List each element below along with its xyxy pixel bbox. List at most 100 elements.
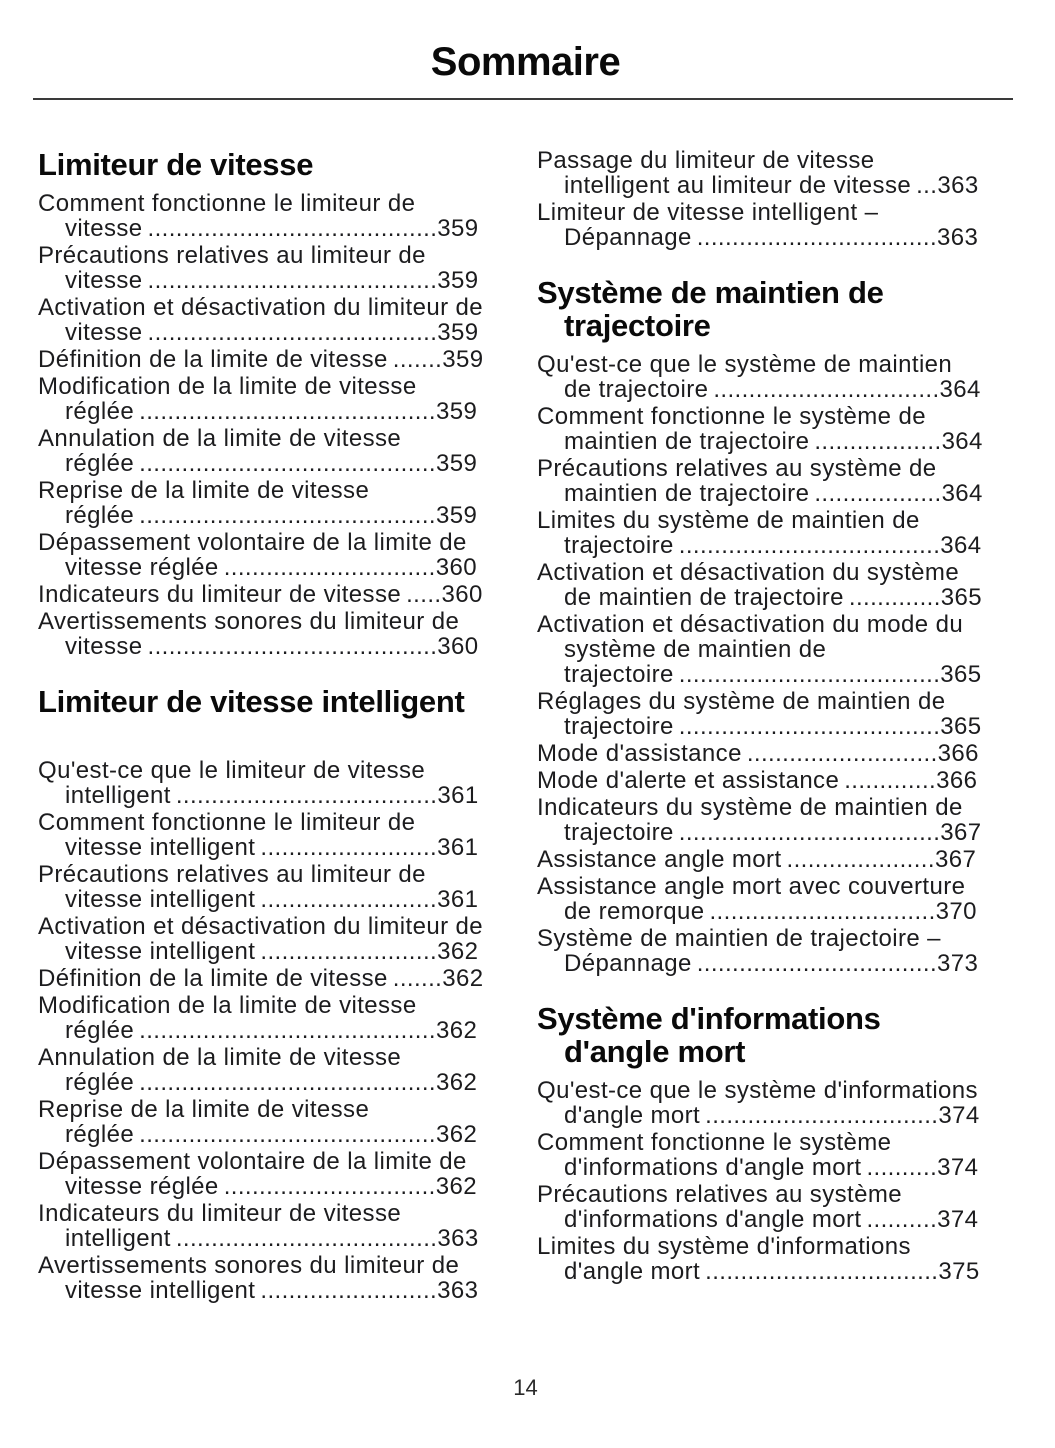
- entry-title: Dépassement volontaire de la limite de v…: [38, 529, 467, 581]
- dot-leader: ..............................: [223, 1173, 436, 1200]
- entry-title: Assistance angle mort: [537, 846, 782, 873]
- toc-entry[interactable]: Assistance angle mort...................…: [537, 847, 983, 872]
- entry-title: Système de maintien de trajectoire – Dép…: [537, 925, 941, 977]
- toc-entry[interactable]: Avertissements sonores du limiteur de vi…: [38, 609, 484, 659]
- entry-page-number: 365: [940, 713, 982, 740]
- entry-page-number: 361: [437, 782, 479, 809]
- toc-entry[interactable]: Précautions relatives au limiteur de vit…: [38, 243, 484, 293]
- dot-leader: ........................................…: [139, 502, 436, 529]
- toc-entry[interactable]: Limites du système de maintien de trajec…: [537, 508, 983, 558]
- entry-page-number: 362: [435, 1069, 478, 1096]
- entry-page-number: 360: [441, 581, 483, 608]
- entry-page-number: 362: [442, 965, 484, 992]
- entry-title: Qu'est-ce que le limiteur de vitesse int…: [38, 757, 426, 809]
- toc-entry[interactable]: Activation et désactivation du système d…: [537, 560, 983, 610]
- entry-page-number: 366: [936, 767, 978, 794]
- entry-page-number: 360: [437, 633, 479, 660]
- toc-entry[interactable]: Qu'est-ce que le système d'informations …: [537, 1078, 983, 1128]
- entry-title: Indicateurs du limiteur de vitesse: [38, 581, 402, 608]
- entry-page-number: 362: [435, 1017, 478, 1044]
- entry-title: Activation et désactivation du limiteur …: [38, 294, 484, 346]
- toc-entry[interactable]: Qu'est-ce que le système de maintien de …: [537, 352, 983, 402]
- entry-page-number: 364: [940, 532, 982, 559]
- toc-entry[interactable]: Précautions relatives au limiteur de vit…: [38, 862, 484, 912]
- toc-entry[interactable]: Dépassement volontaire de la limite de v…: [38, 530, 484, 580]
- dot-leader: .........................: [260, 938, 438, 965]
- toc-section: Système de maintien de trajectoire Qu'est…: [537, 276, 983, 976]
- entry-page-number: 374: [937, 1206, 979, 1233]
- entry-page-number: 363: [937, 172, 979, 199]
- entry-page-number: 374: [938, 1102, 980, 1129]
- toc-entry[interactable]: Mode d'assistance.......................…: [537, 741, 983, 766]
- section-heading: Limiteur de vitesse: [38, 147, 314, 182]
- toc-entry[interactable]: Limites du système d'informations d'angl…: [537, 1234, 983, 1284]
- dot-leader: .........................: [260, 1277, 438, 1304]
- entry-title: Avertissements sonores du limiteur de vi…: [38, 1252, 460, 1304]
- entry-title: Reprise de la limite de vitesse réglée: [38, 1096, 370, 1148]
- toc-entry[interactable]: Système de maintien de trajectoire – Dép…: [537, 926, 983, 976]
- toc-section: Passage du limiteur de vitesse intellige…: [537, 148, 983, 250]
- dot-leader: .....................................: [678, 532, 941, 559]
- entry-title: Précautions relatives au système de main…: [537, 455, 937, 507]
- toc-entry[interactable]: Annulation de la limite de vitesse réglé…: [38, 1045, 484, 1095]
- entry-title: Définition de la limite de vitesse: [38, 346, 388, 373]
- entry-title: Indicateurs du limiteur de vitesse intel…: [38, 1200, 402, 1252]
- dot-leader: .........................: [260, 834, 438, 861]
- toc-entry[interactable]: Limiteur de vitesse intelligent – Dépann…: [537, 200, 983, 250]
- entry-page-number: 374: [937, 1154, 979, 1181]
- toc-entry[interactable]: Comment fonctionne le système d'informat…: [537, 1130, 983, 1180]
- toc-entry[interactable]: Précautions relatives au système de main…: [537, 456, 983, 506]
- toc-entry[interactable]: Annulation de la limite de vitesse réglé…: [38, 426, 484, 476]
- toc-section: Système d'informations d'angle mort Qu'es…: [537, 1002, 983, 1284]
- toc-entry[interactable]: Indicateurs du limiteur de vitesse intel…: [38, 1201, 484, 1251]
- toc-entry[interactable]: Assistance angle mort avec couverture de…: [537, 874, 983, 924]
- dot-leader: ...: [916, 172, 938, 199]
- entry-title: Précautions relatives au système d'infor…: [537, 1181, 902, 1233]
- toc-entry[interactable]: Modification de la limite de vitesse rég…: [38, 993, 484, 1043]
- toc-entry[interactable]: Activation et désactivation du limiteur …: [38, 914, 484, 964]
- toc-entry[interactable]: Activation et désactivation du mode du s…: [537, 612, 983, 687]
- toc-entry[interactable]: Comment fonctionne le limiteur de vitess…: [38, 810, 484, 860]
- toc-entry[interactable]: Comment fonctionne le système de maintie…: [537, 404, 983, 454]
- toc-entry[interactable]: Réglages du système de maintien de traje…: [537, 689, 983, 739]
- entry-page-number: 359: [435, 450, 478, 477]
- title-divider: [33, 98, 1013, 100]
- toc-entry[interactable]: Modification de la limite de vitesse rég…: [38, 374, 484, 424]
- toc-section: Limiteur de vitesse Comment fonctionne le…: [38, 148, 484, 659]
- entry-page-number: 370: [935, 898, 977, 925]
- toc-entry[interactable]: Avertissements sonores du limiteur de vi…: [38, 1253, 484, 1303]
- entry-title: Reprise de la limite de vitesse réglée: [38, 477, 370, 529]
- toc-entry[interactable]: Passage du limiteur de vitesse intellige…: [537, 148, 983, 198]
- toc-entry[interactable]: Définition de la limite de vitesse......…: [38, 966, 484, 991]
- entry-page-number: 375: [938, 1258, 980, 1285]
- toc-entry[interactable]: Indicateurs du système de maintien de tr…: [537, 795, 983, 845]
- entry-title: Définition de la limite de vitesse: [38, 965, 388, 992]
- toc-entry[interactable]: Comment fonctionne le limiteur de vitess…: [38, 191, 484, 241]
- dot-leader: .................................: [705, 1258, 939, 1285]
- entry-title: Comment fonctionne le système de maintie…: [537, 403, 926, 455]
- dot-leader: .............: [848, 584, 941, 611]
- entry-title: Activation et désactivation du limiteur …: [38, 913, 484, 965]
- entry-page-number: 364: [941, 480, 983, 507]
- page-number: 14: [513, 1375, 538, 1400]
- dot-leader: ........................................…: [139, 450, 436, 477]
- dot-leader: ..................................: [696, 224, 938, 251]
- toc-entry[interactable]: Précautions relatives au système d'infor…: [537, 1182, 983, 1232]
- column-left: Limiteur de vitesse Comment fonctionne le…: [38, 148, 484, 1305]
- toc-entry[interactable]: Dépassement volontaire de la limite de v…: [38, 1149, 484, 1199]
- dot-leader: .......: [392, 346, 443, 373]
- dot-leader: ..................: [814, 480, 942, 507]
- dot-leader: ..........: [866, 1154, 938, 1181]
- dot-leader: ........................................…: [147, 215, 438, 242]
- toc-entry[interactable]: Reprise de la limite de vitesse réglée..…: [38, 1097, 484, 1147]
- toc-entry[interactable]: Mode d'alerte et assistance.............…: [537, 768, 983, 793]
- toc-entry[interactable]: Activation et désactivation du limiteur …: [38, 295, 484, 345]
- toc-entry[interactable]: Reprise de la limite de vitesse réglée..…: [38, 478, 484, 528]
- entry-title: Modification de la limite de vitesse rég…: [38, 992, 417, 1044]
- toc-entry[interactable]: Définition de la limite de vitesse......…: [38, 347, 484, 372]
- toc-entry[interactable]: Indicateurs du limiteur de vitesse .....3…: [38, 582, 484, 607]
- entry-page-number: 362: [435, 1173, 477, 1200]
- toc-entry[interactable]: Qu'est-ce que le limiteur de vitesse int…: [38, 758, 484, 808]
- entry-title: Limiteur de vitesse intelligent – Dépann…: [537, 199, 879, 251]
- dot-leader: .....................................: [175, 782, 438, 809]
